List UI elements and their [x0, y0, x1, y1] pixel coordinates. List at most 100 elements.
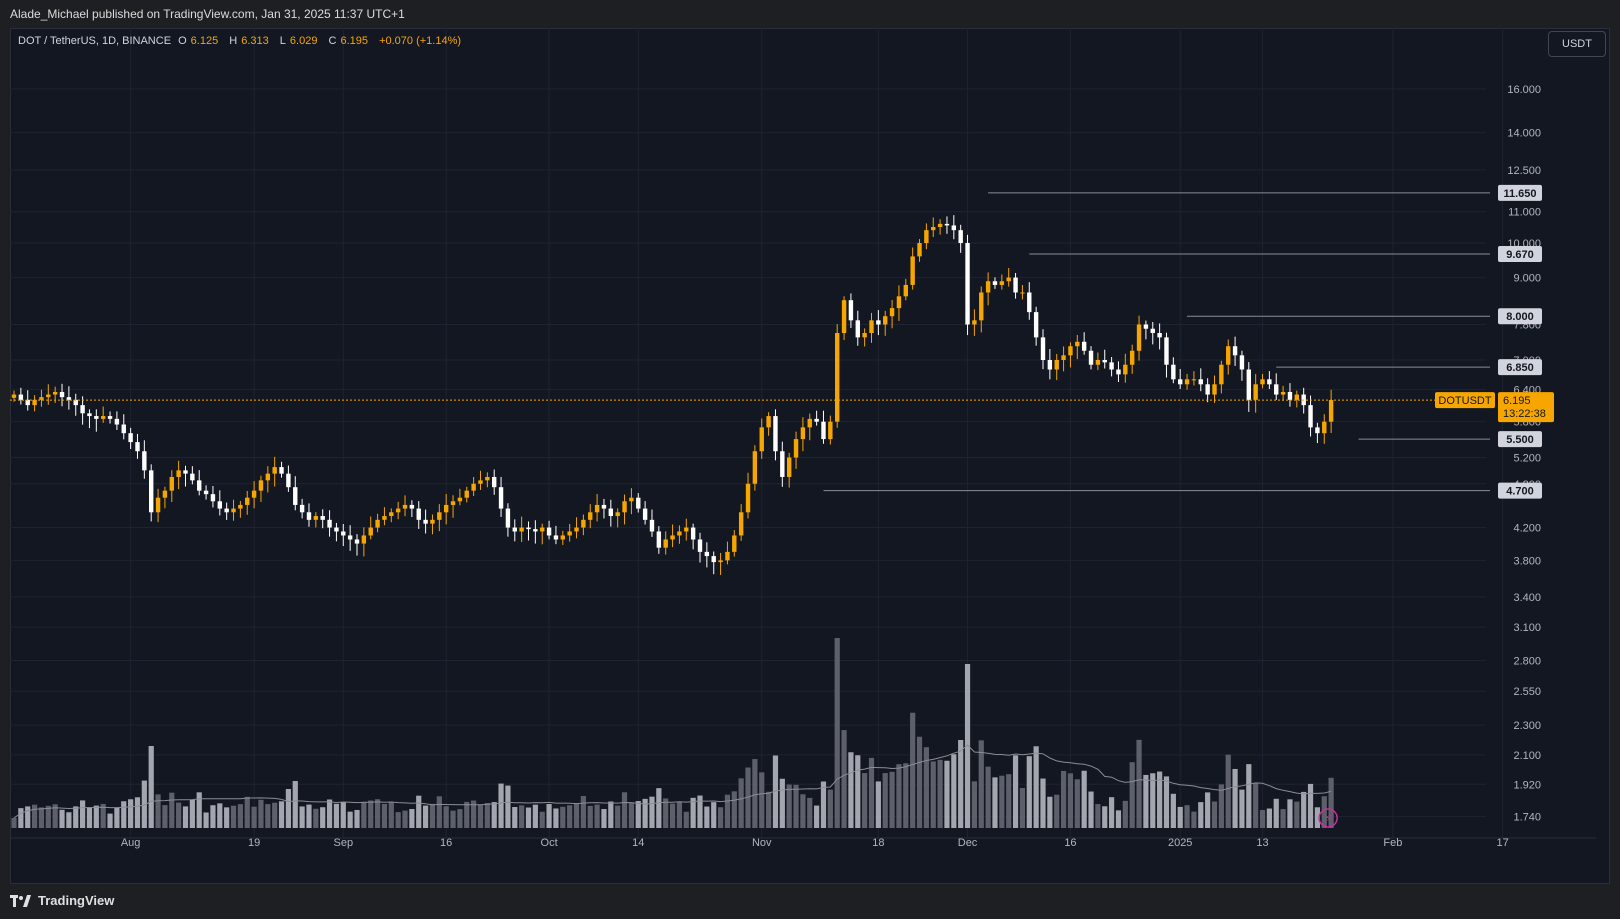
time-tick-label: Aug: [121, 837, 141, 849]
candle-body: [1102, 359, 1107, 363]
footer-brand: TradingView: [38, 893, 115, 908]
candle-body: [876, 320, 881, 325]
volume-bar: [608, 801, 614, 828]
candle-body: [457, 497, 463, 502]
svg-text:⚡: ⚡: [1324, 812, 1332, 825]
published-info: Alade_Michael published on TradingView.c…: [10, 7, 405, 21]
volume-bar: [1321, 796, 1327, 828]
volume-bar: [793, 784, 799, 828]
time-tick-label: 19: [248, 837, 260, 849]
candle-body: [718, 560, 723, 563]
volume-bar: [59, 809, 65, 828]
candle-body: [409, 504, 415, 509]
volume-bar: [676, 802, 683, 828]
candle-body: [1157, 333, 1162, 338]
price-tick-label: 14.000: [1507, 128, 1541, 140]
candle-body: [786, 457, 792, 477]
volume-bar: [11, 818, 17, 828]
volume-bar: [882, 773, 888, 828]
candle-body: [265, 473, 271, 481]
volume-bar: [628, 802, 634, 828]
volume-bar: [182, 806, 189, 828]
volume-bar: [1177, 806, 1183, 828]
volume-bar: [1012, 755, 1019, 828]
candle-body: [334, 527, 339, 532]
candle-body: [251, 490, 257, 498]
lightning-icon[interactable]: ⚡: [1318, 808, 1338, 828]
candlestick-chart[interactable]: 16.00014.00012.50011.00010.0009.0007.800…: [10, 28, 1610, 884]
candle-body: [1246, 369, 1251, 400]
volume-bar: [512, 807, 518, 828]
price-tick-label: 1.740: [1513, 812, 1541, 824]
volume-bar: [31, 804, 38, 828]
volume-bar: [546, 804, 552, 828]
volume-bar: [635, 801, 641, 828]
volume-bar: [1184, 805, 1190, 828]
volume-bar: [848, 752, 854, 828]
candle-body: [450, 501, 456, 505]
time-tick-label: 14: [632, 837, 644, 849]
volume-bar: [86, 807, 93, 828]
tradingview-logo-icon: [10, 894, 31, 907]
volume-bar: [361, 801, 367, 828]
volume-bar: [779, 778, 785, 828]
volume-bar: [1280, 809, 1286, 828]
candle-body: [114, 418, 120, 425]
volume-bar: [580, 796, 586, 828]
candle-body: [1294, 394, 1300, 400]
candle-body: [684, 527, 689, 532]
volume-bar: [25, 806, 31, 828]
candle-body: [52, 391, 58, 395]
price-tick-label: 3.800: [1513, 555, 1541, 567]
volume-bar: [567, 805, 573, 828]
tradingview-logo[interactable]: TradingView: [10, 893, 114, 908]
time-tick-label: 2025: [1168, 837, 1192, 849]
volume-bar: [374, 799, 381, 828]
candle-body: [471, 483, 476, 491]
volume-bar: [539, 811, 545, 828]
volume-bar: [1054, 794, 1060, 828]
volume-bar: [745, 767, 751, 828]
volume-bar: [690, 797, 696, 828]
volume-bar: [1191, 811, 1197, 828]
candle-body: [1088, 350, 1094, 365]
volume-bar: [169, 792, 175, 828]
level-tag-label: 9.670: [1506, 249, 1534, 261]
candle-body: [1328, 400, 1334, 422]
legend-high-label: H: [229, 35, 238, 47]
currency-button[interactable]: USDT: [1548, 31, 1606, 57]
ticker-tag-label: DOTUSDT: [1438, 395, 1491, 407]
volume-bar: [121, 801, 127, 828]
candle-body: [368, 527, 373, 536]
volume-bar: [162, 805, 168, 828]
volume-bar: [594, 804, 600, 828]
volume-bar: [381, 803, 388, 828]
volume-bar: [299, 806, 305, 828]
time-axis[interactable]: Aug 19 Sep 16 Oct 14 Nov 18 Dec 16 2025 13 Feb 17: [10, 837, 1596, 849]
candle-body: [1095, 359, 1101, 365]
candle-body: [1280, 391, 1286, 395]
candle-body: [389, 512, 394, 517]
candle-body: [395, 508, 401, 513]
volume-bar: [896, 764, 902, 828]
candle-body: [1287, 391, 1293, 400]
volume-bar: [73, 806, 79, 828]
candle-body: [931, 227, 936, 231]
candle-body: [896, 296, 902, 309]
header-bar: Alade_Michael published on TradingView.c…: [0, 0, 1620, 28]
price-tick-label: 16.000: [1507, 84, 1541, 96]
volume-bar: [1307, 783, 1314, 828]
volume-bar: [999, 775, 1005, 828]
candle-body: [958, 230, 963, 244]
chart-frame[interactable]: [10, 28, 1610, 884]
volume-bar: [951, 754, 957, 828]
volume-bar: [923, 747, 929, 828]
candle-body: [155, 497, 161, 513]
volume-bar: [889, 771, 895, 828]
candle-body: [39, 397, 44, 400]
volume-bar: [210, 805, 216, 828]
volume-bar: [471, 800, 477, 828]
candle-body: [1047, 359, 1053, 370]
candle-body: [258, 480, 264, 491]
volume-bar: [1170, 793, 1176, 828]
